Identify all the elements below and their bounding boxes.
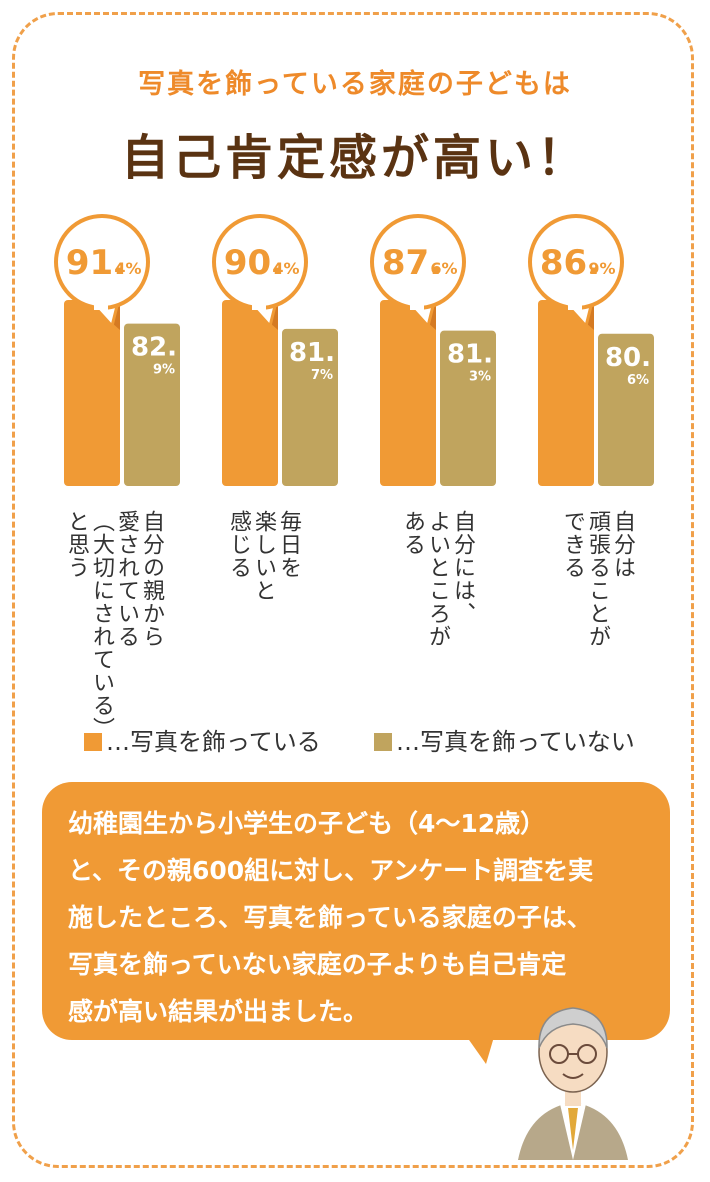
- value-label-without-photo-dec-2: 7%: [311, 368, 333, 383]
- bubble-pointer-mask-2: [252, 302, 266, 310]
- value-label-with-photo-dec-1: 4%: [114, 259, 141, 278]
- bar-without-photo-4: [598, 333, 654, 486]
- bar-with-photo-2: [222, 300, 278, 486]
- chart-title: 自己肯定感が高い！: [120, 130, 589, 186]
- value-label-without-photo-int-1: 82.: [131, 333, 177, 363]
- legend-without-photo-label: …写真を飾っていない: [396, 728, 635, 756]
- value-label-without-photo-dec-1: 9%: [153, 363, 175, 378]
- note-line-5: 感が高い結果が出ました。: [68, 997, 369, 1026]
- value-label-without-photo-int-3: 81.: [447, 340, 493, 370]
- bar-with-photo-4: [538, 300, 594, 486]
- bar-with-photo-1: [64, 300, 120, 486]
- category-label-3: 自分には、 よいところが ある: [400, 510, 475, 648]
- bubble-pointer-mask-3: [410, 302, 424, 310]
- value-label-without-photo-dec-4: 6%: [627, 373, 649, 388]
- bubble-pointer-mask-4: [568, 302, 582, 310]
- teacher-illustration: [518, 1007, 628, 1160]
- category-label-4: 自分は 頑張ることが できる: [560, 510, 635, 648]
- value-label-without-photo-dec-3: 3%: [469, 370, 491, 385]
- value-label-with-photo-dec-2: 4%: [272, 259, 299, 278]
- explanation-bubble: 幼稚園生から小学生の子ども（4～12歳） と、その親600組に対し、アンケート調…: [42, 782, 670, 1040]
- value-label-without-photo-int-4: 80.: [605, 343, 651, 373]
- bar-without-photo-2: [282, 328, 338, 486]
- dashed-frame: [12, 12, 694, 1168]
- value-label-with-photo-int-1: 91.: [66, 243, 126, 283]
- legend-gold-swatch: [374, 733, 392, 751]
- chart-subtitle: 写真を飾っている家庭の子どもは: [138, 69, 572, 100]
- legend-without-photo: …写真を飾っていない: [374, 722, 635, 757]
- legend-orange-swatch: [84, 733, 102, 751]
- bar-without-photo-3: [440, 330, 496, 486]
- value-label-with-photo-dec-3: 6%: [430, 259, 457, 278]
- note-line-4: 写真を飾っていない家庭の子よりも自己肯定: [68, 950, 567, 979]
- value-label-with-photo-int-2: 90.: [224, 243, 284, 283]
- note-line-1: 幼稚園生から小学生の子ども（4～12歳）: [68, 809, 546, 838]
- category-label-2: 毎日を 楽しいと 感じる: [226, 510, 301, 602]
- note-line-2: と、その親600組に対し、アンケート調査を実: [68, 856, 594, 885]
- bar-with-photo-3: [380, 300, 436, 486]
- category-label-1: 自分の親から 愛されている （大切にされている） と思う: [64, 510, 164, 740]
- legend-with-photo: …写真を飾っている: [84, 722, 321, 757]
- bubble-pointer-mask-1: [94, 302, 108, 310]
- note-line-3: 施したところ、写真を飾っている家庭の子は、: [68, 903, 592, 932]
- legend-with-photo-label: …写真を飾っている: [106, 728, 321, 756]
- value-label-with-photo-int-4: 86.: [540, 243, 600, 283]
- bar-chart: 82.9%91.4%81.7%90.4%81.3%87.6%80.6%86.9%: [54, 214, 654, 486]
- value-label-without-photo-int-2: 81.: [289, 338, 335, 368]
- value-label-with-photo-int-3: 87.: [382, 243, 442, 283]
- bubble-tail: [462, 1030, 496, 1064]
- bar-without-photo-1: [124, 323, 180, 486]
- value-label-with-photo-dec-4: 9%: [588, 259, 615, 278]
